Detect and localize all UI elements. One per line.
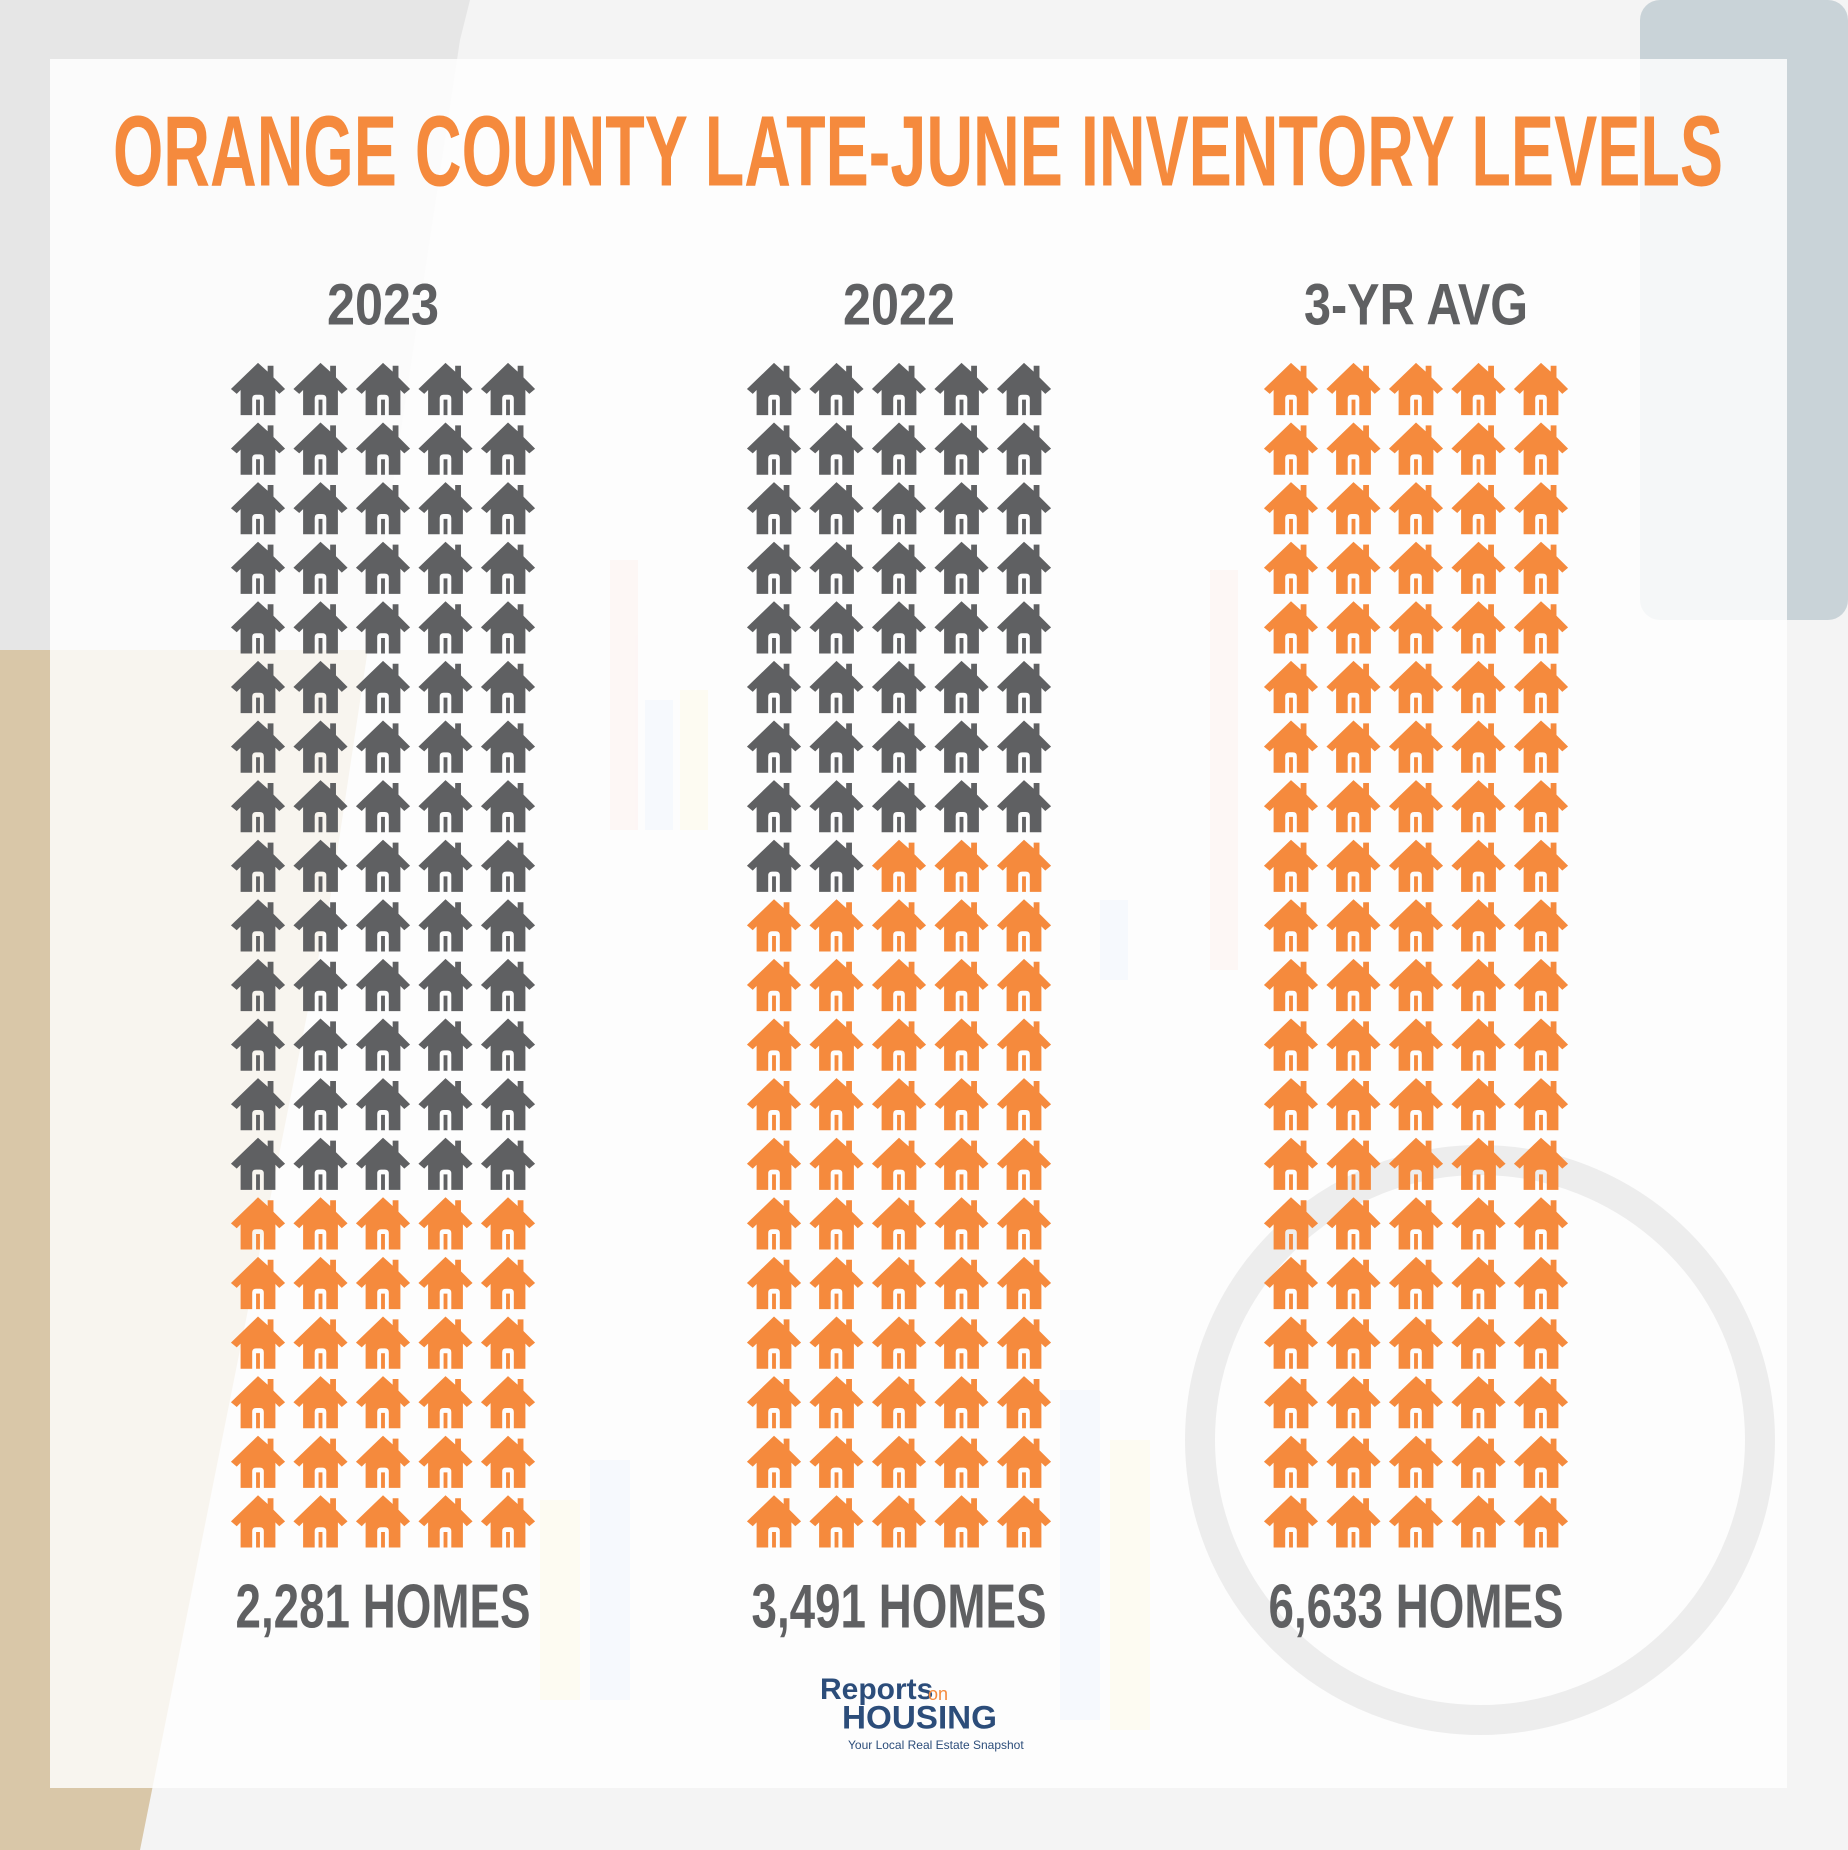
column-caption: 2,281 HOMES [236,1572,531,1641]
column-label: 2023 [327,272,439,337]
logo-name: Reports [820,1673,933,1706]
logo: Reports on HOUSING Your Local Real Estat… [820,1673,1024,1752]
title: ORANGE COUNTY LATE-JUNE INVENTORY LEVELS [113,95,1723,207]
column-caption: 3,491 HOMES [752,1572,1047,1641]
logo-tagline: Your Local Real Estate Snapshot [848,1738,1024,1752]
logo-small: on [928,1684,948,1704]
column-label: 3-YR AVG [1304,272,1528,337]
column-label: 2022 [843,272,955,337]
logo-brand: HOUSING [842,1699,997,1735]
column-caption: 6,633 HOMES [1269,1572,1564,1641]
